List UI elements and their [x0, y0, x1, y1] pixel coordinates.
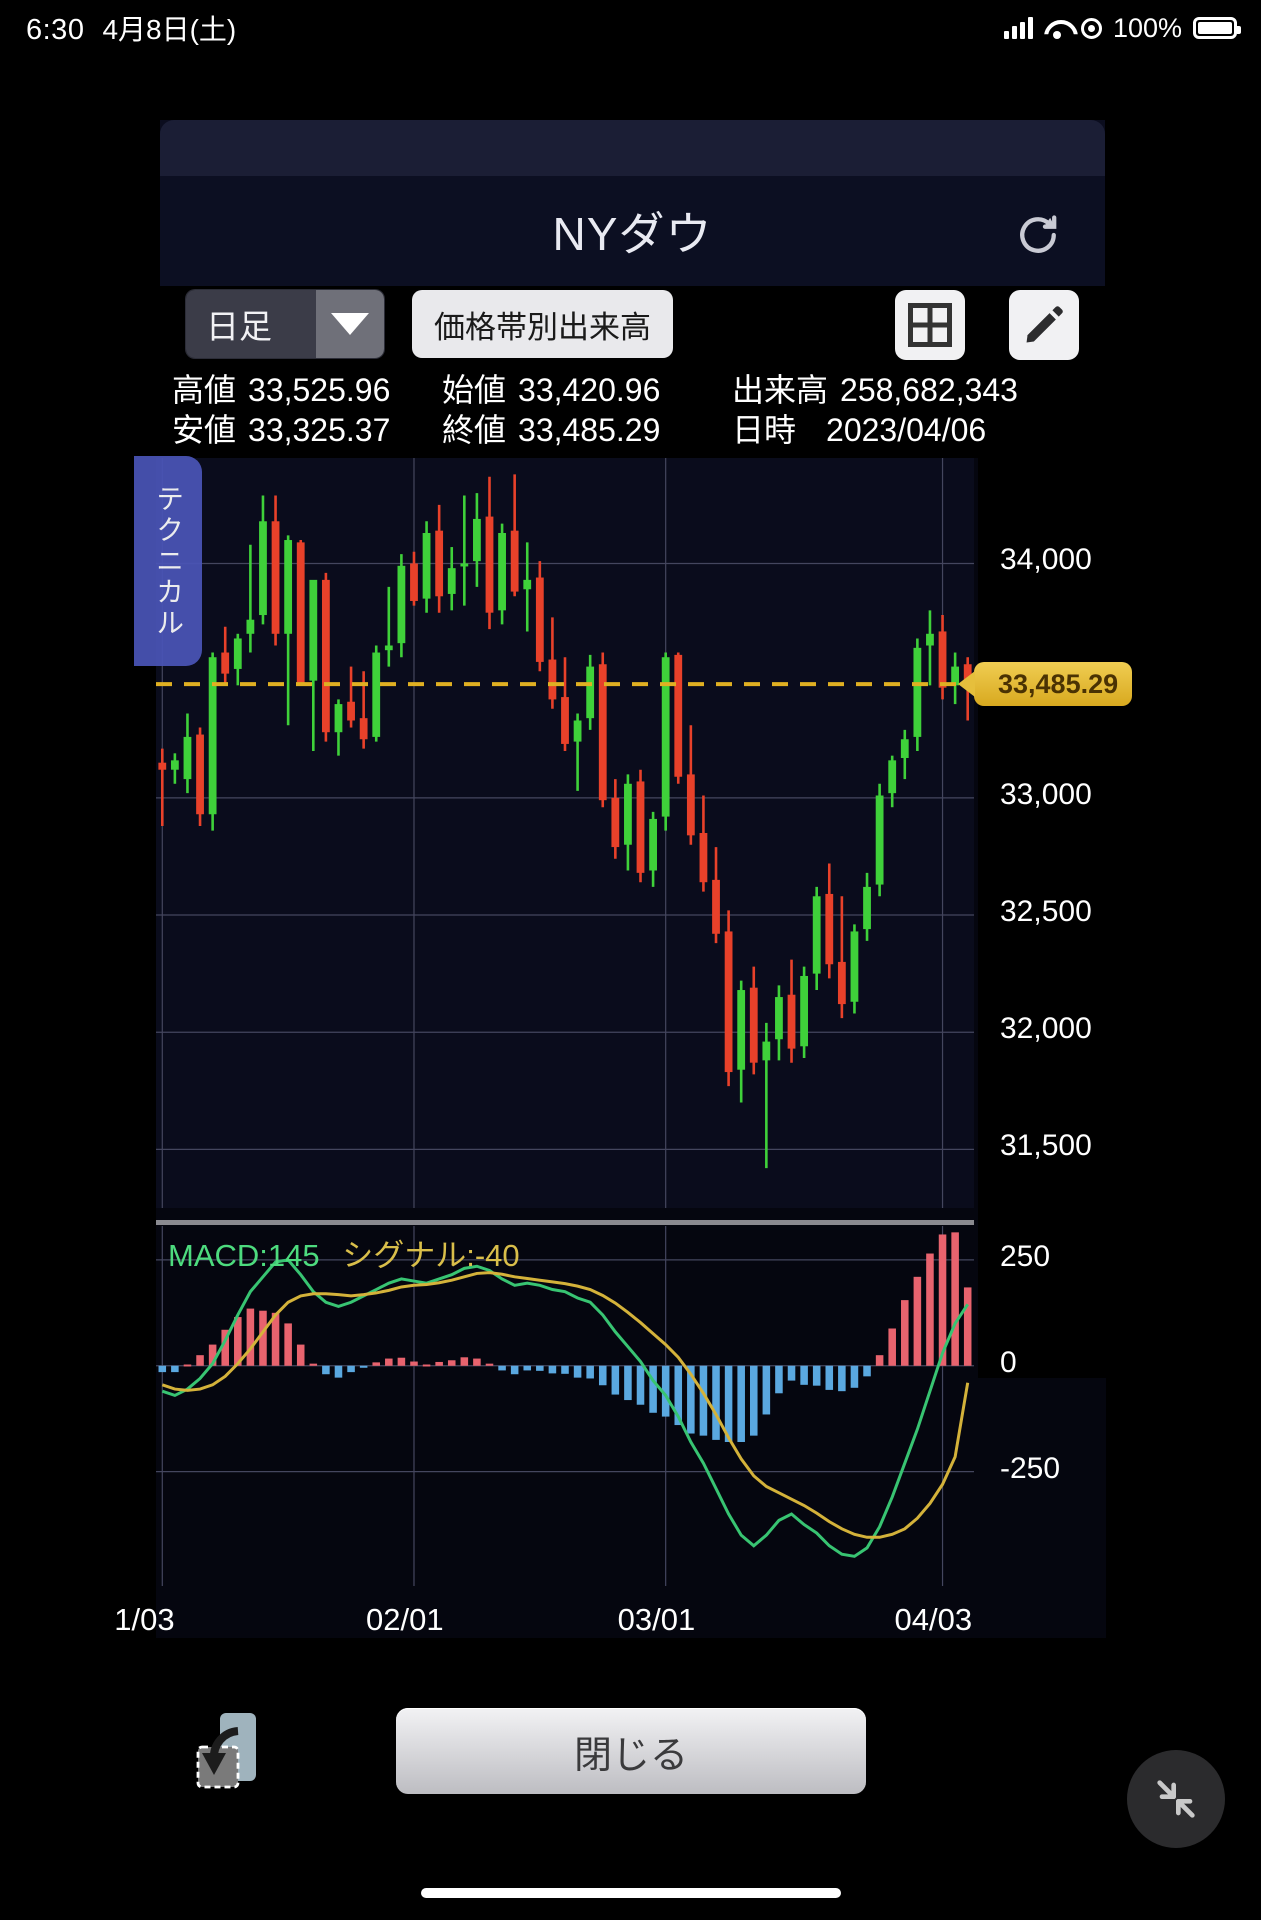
- status-date: 4月8日(土): [102, 14, 237, 45]
- volume-by-price-button[interactable]: 価格帯別出来高: [412, 290, 673, 358]
- technical-tab[interactable]: テクニカル: [134, 456, 202, 666]
- collapse-arrows-icon[interactable]: [1127, 1750, 1225, 1848]
- stat-high-value: 33,525.96: [248, 372, 391, 408]
- period-dropdown[interactable]: 日足: [186, 290, 384, 358]
- price-tick-34000: 34,000: [1000, 543, 1092, 577]
- location-icon: [1080, 17, 1102, 39]
- macd-tick-neg250: -250: [1000, 1451, 1061, 1485]
- close-button[interactable]: 閉じる: [396, 1708, 866, 1794]
- stat-datetime: 日時 2023/04/06: [732, 405, 1102, 451]
- macd-tick-250: 250: [1000, 1239, 1051, 1273]
- stat-low: 安値 33,325.37: [160, 405, 442, 451]
- date-tick-0: 1/03: [114, 1602, 175, 1637]
- date-tick-2: 03/01: [617, 1602, 696, 1637]
- status-time: 6:30: [26, 14, 85, 46]
- stat-volume: 出来高 258,682,343: [732, 365, 1102, 411]
- stat-high-label: 高値: [172, 372, 237, 408]
- signal-value-label: シグナル:-40: [342, 1238, 520, 1273]
- macd-tick-0: 0: [1000, 1345, 1017, 1379]
- refresh-icon[interactable]: [1009, 206, 1067, 264]
- chart-modal-card: NYダウ: [160, 120, 1105, 286]
- panel-divider: [156, 1220, 974, 1225]
- stat-volume-value: 258,682,343: [840, 372, 1018, 408]
- period-value: 日足: [186, 290, 316, 358]
- chart-toolbar: 日足 価格帯別出来高: [160, 286, 1105, 366]
- stat-datetime-label: 日時: [732, 412, 797, 448]
- stat-close-value: 33,485.29: [518, 412, 661, 448]
- stat-high: 高値 33,525.96: [160, 365, 442, 411]
- candlestick-svg: [156, 458, 974, 1208]
- macd-value-label: MACD:145: [168, 1238, 320, 1273]
- grid-icon[interactable]: [895, 290, 965, 360]
- stat-volume-label: 出来高: [732, 372, 829, 408]
- price-axis: 34,000 33,000 32,500 32,000 31,500 250 0…: [978, 458, 1106, 1485]
- page-title: NYダウ: [552, 208, 713, 260]
- date-tick-1: 02/01: [365, 1602, 444, 1637]
- stat-low-label: 安値: [172, 412, 237, 448]
- technical-tab-label: テクニカル: [153, 483, 184, 639]
- battery-percent: 100%: [1112, 12, 1182, 43]
- battery-icon: [1193, 17, 1241, 39]
- candlestick-plot[interactable]: テクニカル: [134, 456, 974, 1208]
- stat-open-value: 33,420.96: [518, 372, 661, 408]
- stat-close-label: 終値: [442, 412, 507, 448]
- pencil-icon[interactable]: [1009, 290, 1079, 360]
- date-tick-3: 04/03: [894, 1602, 973, 1637]
- price-tick-32500: 32,500: [1000, 895, 1092, 929]
- status-bar-left: 6:30 4月8日(土): [26, 8, 236, 48]
- stat-open: 始値 33,420.96: [442, 365, 732, 411]
- status-bar: 6:30 4月8日(土) 100%: [0, 0, 1261, 56]
- stats-row-1: 高値 33,525.96 始値 33,420.96 出来高 258,682,34…: [160, 368, 1105, 408]
- macd-plot[interactable]: [156, 1226, 974, 1586]
- chart-area[interactable]: テクニカル MACD:145 シグナル:-40 34,000 33,000 32…: [114, 456, 1133, 1638]
- price-tick-32000: 32,000: [1000, 1012, 1092, 1046]
- macd-legend: MACD:145 シグナル:-40: [168, 1230, 520, 1275]
- wifi-icon: [1044, 18, 1070, 39]
- date-axis: 1/03 02/01 03/01 04/03: [114, 1598, 1106, 1648]
- price-tick-31500: 31,500: [1000, 1129, 1092, 1163]
- price-tick-33000: 33,000: [1000, 777, 1092, 811]
- ohlc-stats: 高値 33,525.96 始値 33,420.96 出来高 258,682,34…: [160, 368, 1105, 448]
- card-header: NYダウ: [160, 176, 1105, 286]
- stat-open-label: 始値: [442, 372, 507, 408]
- home-indicator: [420, 1888, 841, 1898]
- stats-row-2: 安値 33,325.37 終値 33,485.29 日時 2023/04/06: [160, 408, 1105, 448]
- rotate-screen-icon[interactable]: [186, 1705, 282, 1801]
- current-price-tag: 33,485.29: [957, 662, 1133, 707]
- signal-icon: [1003, 17, 1033, 39]
- chevron-down-icon[interactable]: [316, 290, 384, 358]
- macd-svg: [156, 1226, 974, 1586]
- stat-close: 終値 33,485.29: [442, 405, 732, 451]
- stat-low-value: 33,325.37: [248, 412, 391, 448]
- card-top-strip: [160, 120, 1105, 176]
- status-bar-right: 100%: [1003, 12, 1241, 44]
- stat-datetime-value: 2023/04/06: [826, 412, 987, 448]
